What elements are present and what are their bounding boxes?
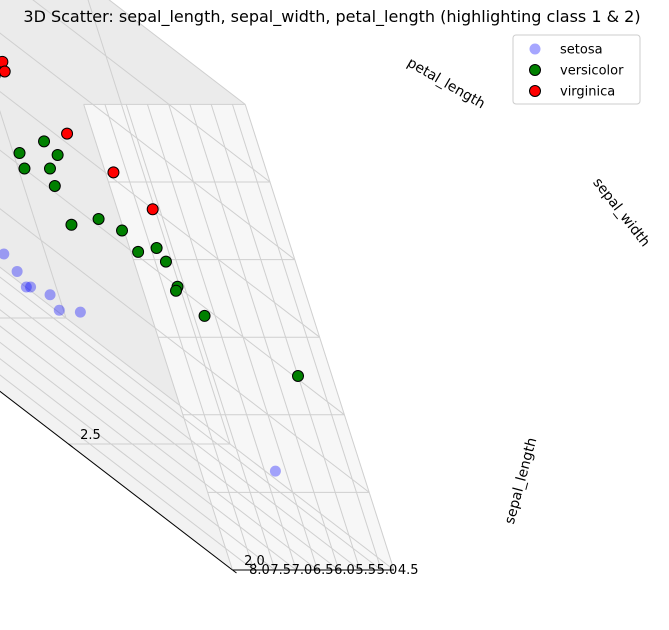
versicolor-point — [150, 242, 163, 254]
setosa-point — [0, 248, 10, 260]
grid-line — [0, 292, 361, 571]
chart-title: 3D Scatter: sepal_length, sepal_width, p… — [23, 7, 640, 27]
z-axis-label: petal_length — [404, 55, 487, 112]
legend-marker-setosa — [529, 43, 541, 55]
versicolor-point — [13, 147, 26, 160]
setosa-point — [74, 306, 86, 318]
legend-marker-virginica — [529, 85, 541, 97]
versicolor-point — [132, 245, 145, 258]
versicolor-point — [159, 255, 172, 268]
grid-line — [0, 358, 276, 571]
setosa-point — [20, 281, 32, 293]
setosa-point — [44, 289, 56, 301]
setosa-point — [269, 465, 281, 477]
versicolor-point — [170, 284, 183, 297]
versicolor-point — [292, 370, 304, 382]
x-axis-tick-label: 4.5 — [398, 563, 419, 578]
x-axis-tick-label: 6.5 — [313, 563, 334, 578]
y-axis-tick-label: 2.5 — [80, 428, 101, 443]
versicolor-point — [18, 162, 31, 175]
data-points — [0, 55, 304, 477]
y-axis-tick — [232, 569, 237, 574]
legend: setosa versicolor virginica — [512, 34, 641, 105]
x-axis-tick-label: 5.5 — [355, 563, 376, 578]
x-axis-tick-label: 7.0 — [292, 563, 313, 578]
versicolor-point — [92, 212, 105, 225]
axis-lines — [0, 390, 394, 571]
grid-line — [0, 32, 296, 260]
virginica-point — [0, 65, 11, 78]
x-axis-tick-label: 6.0 — [334, 563, 355, 578]
x-axis-label: sepal_length — [502, 436, 540, 526]
y-axis-tick-label: 2.0 — [244, 554, 265, 569]
grid-line — [0, 309, 340, 571]
versicolor-point — [51, 148, 64, 161]
grid-line — [0, 91, 320, 338]
grid-line — [0, 149, 345, 416]
versicolor-point — [38, 135, 51, 148]
versicolor-point — [116, 224, 129, 237]
legend-label-versicolor: versicolor — [560, 64, 624, 79]
grid-line — [32, 0, 271, 183]
x-axis-tick-label: 8.0 — [249, 563, 270, 578]
legend-label-setosa: setosa — [560, 43, 603, 58]
x-axis-tick-label: 7.5 — [270, 563, 291, 578]
versicolor-point — [48, 180, 61, 192]
grid-line — [0, 374, 255, 571]
axis-ticks: 4.55.05.56.06.57.07.58.02.02.53.03.54.04… — [68, 428, 419, 578]
grid-line — [0, 341, 297, 571]
grid-line — [0, 276, 382, 571]
virginica-point — [61, 127, 74, 140]
versicolor-point — [198, 309, 211, 322]
grid-line — [0, 208, 370, 493]
versicolor-point — [65, 218, 78, 231]
versicolor-point — [43, 162, 56, 175]
y-axis-line — [0, 390, 233, 571]
x-axis-tick-label: 5.0 — [377, 563, 398, 578]
virginica-point — [146, 203, 159, 216]
setosa-point — [25, 281, 37, 293]
legend-label-virginica: virginica — [560, 85, 615, 100]
legend-frame — [512, 34, 641, 105]
grid-line — [0, 325, 318, 571]
axes-panes — [0, 0, 394, 571]
setosa-point — [11, 265, 23, 277]
grid-line — [0, 266, 395, 571]
setosa-point — [53, 304, 65, 316]
y-axis-tick — [68, 443, 73, 448]
virginica-point — [107, 166, 120, 179]
legend-marker-versicolor — [529, 64, 541, 76]
y-axis-label: sepal_width — [589, 175, 653, 250]
